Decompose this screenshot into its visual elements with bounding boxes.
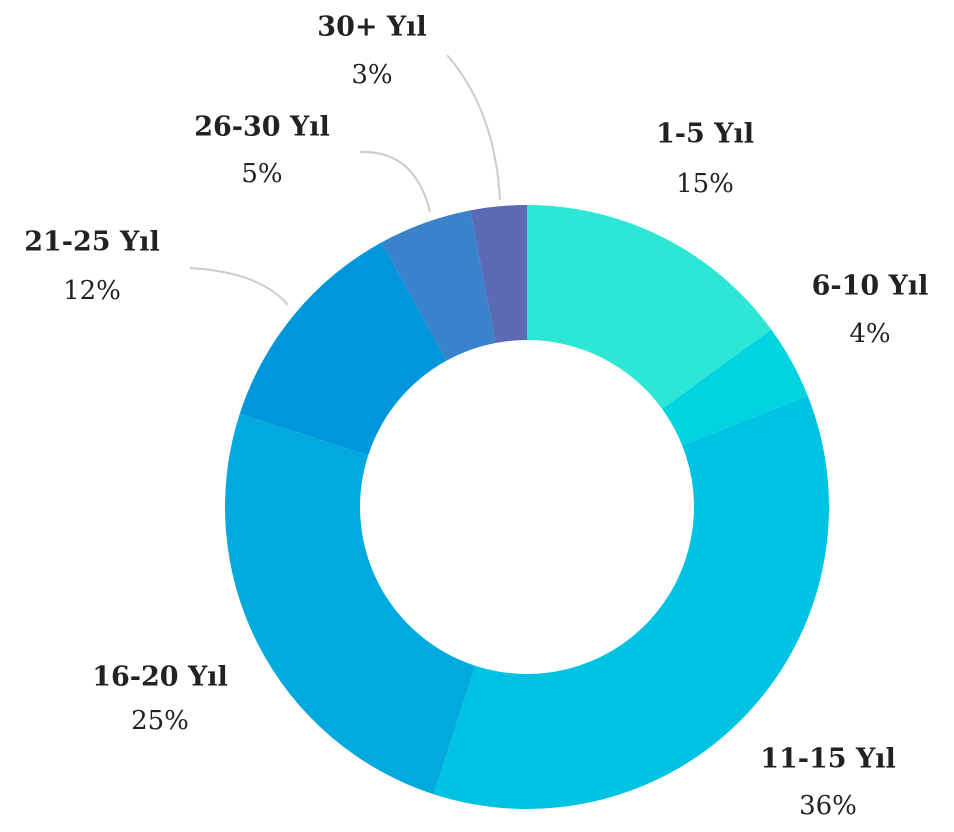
leader-line: [189, 267, 289, 306]
segment-label: 16-20 Yıl: [92, 662, 228, 693]
segment-label: 1-5 Yıl: [656, 119, 754, 150]
segment-label: 6-10 Yıl: [812, 271, 929, 302]
segment-label: 30+ Yıl: [317, 12, 426, 43]
donut-segment: [381, 210, 496, 361]
leader-line: [446, 54, 501, 201]
donut-segment: [470, 205, 527, 343]
segment-value: 4%: [849, 319, 890, 349]
leader-line: [359, 150, 431, 213]
segment-value: 3%: [351, 60, 392, 90]
donut-segment: [527, 205, 772, 409]
segment-value: 25%: [131, 706, 189, 736]
donut-segment: [239, 242, 447, 456]
segment-label: 21-25 Yıl: [24, 227, 160, 258]
segment-label: 11-15 Yıl: [760, 744, 896, 775]
donut-segment: [224, 413, 476, 795]
segment-value: 36%: [799, 791, 857, 821]
donut-segment: [433, 395, 829, 809]
segment-value: 12%: [63, 276, 121, 306]
donut-segment: [662, 329, 808, 446]
segment-label: 26-30 Yıl: [194, 112, 330, 143]
segment-value: 15%: [676, 169, 734, 199]
segment-value: 5%: [241, 159, 282, 189]
